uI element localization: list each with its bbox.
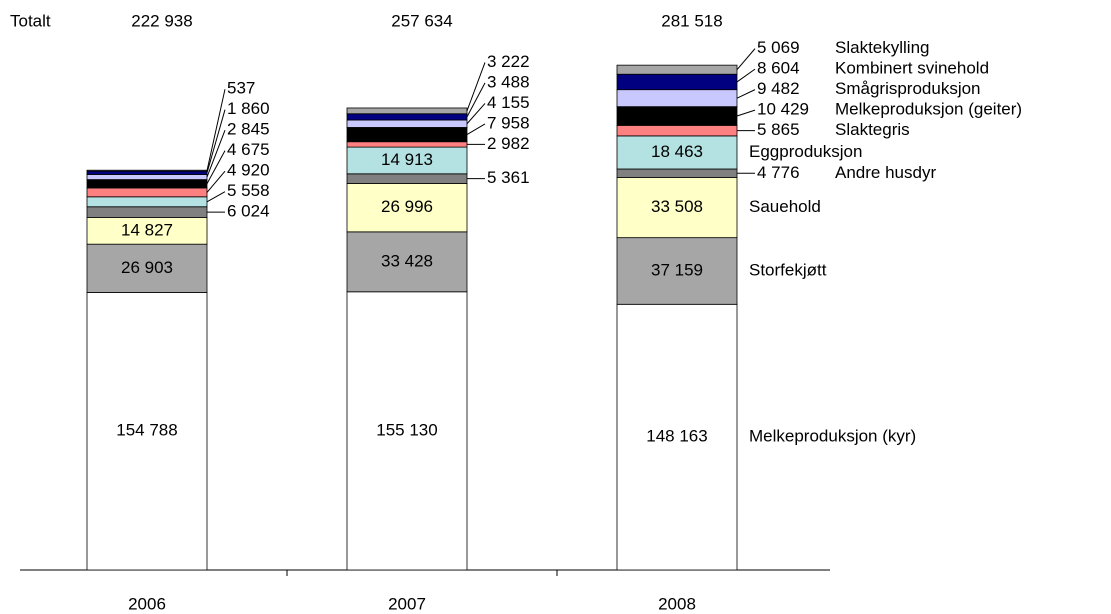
value-label: 7 958 [487, 113, 530, 132]
bar-segment [346, 173, 468, 184]
value-label: 1 860 [227, 99, 270, 118]
leader-line [736, 68, 756, 83]
bar-segment [616, 237, 738, 305]
series-name: Slaktekylling [835, 38, 930, 57]
value-label: 4 776 [757, 163, 800, 182]
bar-segment [616, 89, 738, 108]
bar-segment [346, 107, 468, 115]
value-label: 5 069 [757, 38, 800, 57]
bar-segment [346, 183, 468, 233]
bar-segment [616, 124, 738, 137]
bar-segment [616, 135, 738, 170]
leader-line [206, 170, 226, 193]
value-label: 6 024 [227, 202, 270, 221]
bar-segment [346, 141, 468, 148]
value-label: 9 482 [757, 79, 800, 98]
leader-line [466, 62, 486, 112]
value-label: 8 604 [757, 59, 800, 78]
bar-segment [616, 64, 738, 75]
x-tick-label: 2008 [658, 594, 696, 613]
value-label: 2 845 [227, 120, 270, 139]
value-label: 155 130 [376, 420, 437, 439]
bar-segment [346, 127, 468, 143]
bar-segment [86, 196, 208, 208]
bar-segment [616, 168, 738, 178]
x-tick-label: 2006 [128, 594, 166, 613]
leader-line [736, 48, 756, 71]
leader-line [736, 89, 756, 99]
bar-segment [616, 106, 738, 126]
leader-line [736, 109, 756, 117]
value-label: 154 788 [116, 421, 177, 440]
value-label: 4 675 [227, 140, 270, 159]
value-label: 33 508 [651, 197, 703, 216]
bar-segment [86, 217, 208, 245]
bar-segment [86, 187, 208, 198]
value-label: 4 920 [227, 161, 270, 180]
series-name: Sauehold [749, 197, 821, 216]
value-label: 5 361 [487, 168, 530, 187]
bar-segment [86, 179, 208, 189]
value-label: 37 159 [651, 260, 703, 279]
value-label: 148 163 [646, 427, 707, 446]
series-name: Andre husdyr [835, 163, 936, 182]
bar-segment [346, 291, 468, 571]
series-name: Storfekjøtt [749, 260, 827, 279]
leader-line [466, 103, 486, 125]
bar-segment [346, 231, 468, 293]
bar-segment [616, 73, 738, 91]
total-label: 222 938 [131, 11, 192, 30]
leader-line [206, 109, 226, 173]
value-label: 3 488 [487, 72, 530, 91]
leader-line [206, 89, 226, 171]
bar-segment [86, 292, 208, 571]
series-name: Eggproduksjon [749, 142, 862, 161]
value-label: 4 155 [487, 93, 530, 112]
value-label: 10 429 [757, 100, 809, 119]
value-label: 2 982 [487, 134, 530, 153]
bar-segment [346, 146, 468, 175]
value-label: 537 [227, 79, 255, 98]
bar-segment [86, 170, 208, 175]
value-label: 26 996 [381, 197, 433, 216]
series-name: Melkeproduksjon (kyr) [749, 427, 916, 446]
leader-line [466, 82, 486, 118]
total-title: Totalt [10, 11, 51, 30]
value-label: 18 463 [651, 142, 703, 161]
value-label: 26 903 [121, 258, 173, 277]
value-label: 5 558 [227, 181, 270, 200]
leader-line [206, 150, 226, 185]
bar-segment [86, 206, 208, 218]
bar-segment [86, 243, 208, 293]
leader-line [466, 123, 486, 136]
bar-segment [616, 303, 738, 571]
value-label: 5 865 [757, 120, 800, 139]
x-tick-label: 2007 [388, 594, 426, 613]
value-label: 33 428 [381, 251, 433, 270]
bar-segment [86, 174, 208, 181]
total-label: 257 634 [391, 11, 452, 30]
series-name: Melkeproduksjon (geiter) [835, 100, 1022, 119]
series-name: Smågrisproduksjon [835, 79, 981, 98]
total-label: 281 518 [661, 11, 722, 30]
value-label: 14 913 [381, 150, 433, 169]
series-name: Slaktegris [835, 120, 910, 139]
value-label: 14 827 [121, 220, 173, 239]
bar-segment [616, 177, 738, 239]
bar-segment [86, 169, 208, 172]
leader-line [206, 191, 226, 203]
value-label: 3 222 [487, 52, 530, 71]
bar-segment [346, 119, 468, 128]
series-name: Kombinert svinehold [835, 59, 989, 78]
bar-segment [346, 113, 468, 121]
leader-line [206, 129, 226, 178]
